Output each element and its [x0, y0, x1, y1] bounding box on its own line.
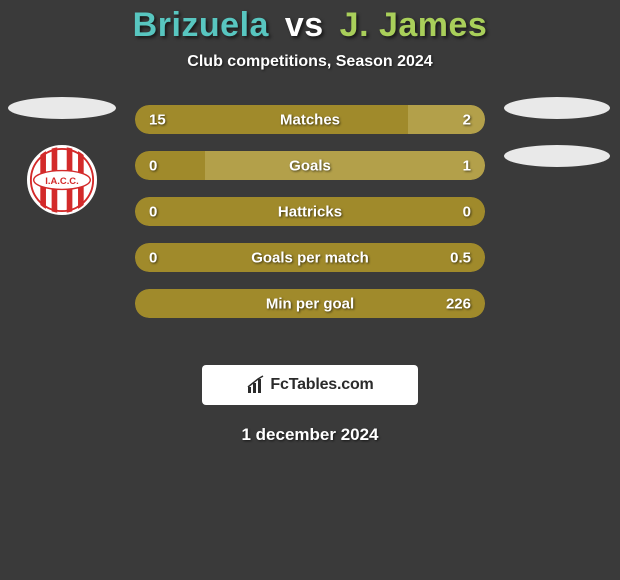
- player2-name: J. James: [340, 6, 488, 44]
- chart-bars-icon: [246, 375, 266, 395]
- left-decor-column: I.A.C.C.: [4, 97, 119, 215]
- club-badge-icon: I.A.C.C.: [27, 145, 97, 215]
- brand-suffix: Tables.com: [289, 376, 374, 393]
- stat-row: 00.5Goals per match: [135, 243, 485, 272]
- stat-row: 152Matches: [135, 105, 485, 134]
- ellipse-icon: [504, 97, 610, 119]
- brand-box: FcTables.com: [202, 365, 418, 405]
- stat-row: 01Goals: [135, 151, 485, 180]
- svg-text:I.A.C.C.: I.A.C.C.: [45, 175, 78, 186]
- stat-label: Matches: [135, 111, 485, 128]
- stat-row: 00Hattricks: [135, 197, 485, 226]
- date-text: 1 december 2024: [0, 425, 620, 445]
- brand-text: FcTables.com: [270, 376, 373, 394]
- comparison-rows: 152Matches 01Goals 00Hattricks 00.5Goals pe…: [135, 105, 485, 318]
- brand-prefix: Fc: [270, 376, 288, 393]
- stat-label: Goals: [135, 157, 485, 174]
- stat-row: 226Min per goal: [135, 289, 485, 318]
- ellipse-icon: [8, 97, 116, 119]
- comparison-card: Brizuela vs J. James Club competitions, …: [0, 0, 620, 445]
- stat-label: Min per goal: [135, 295, 485, 312]
- subtitle: Club competitions, Season 2024: [0, 53, 620, 71]
- vs-text: vs: [285, 6, 324, 44]
- stat-label: Goals per match: [135, 249, 485, 266]
- right-decor-column: [499, 97, 614, 167]
- title: Brizuela vs J. James: [0, 6, 620, 45]
- comparison-chart: I.A.C.C. 152Matches 01Goals 00Hattricks 00.…: [0, 105, 620, 345]
- ellipse-icon: [504, 145, 610, 167]
- stat-label: Hattricks: [135, 203, 485, 220]
- player1-name: Brizuela: [133, 6, 269, 44]
